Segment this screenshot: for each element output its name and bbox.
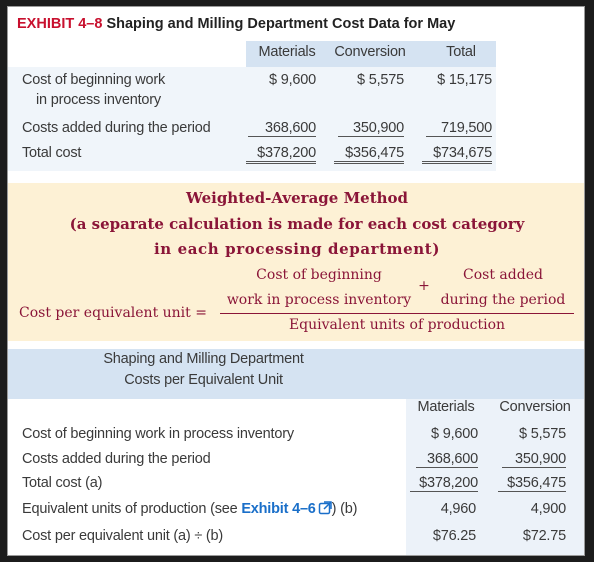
cost-data-header-band xyxy=(246,41,496,67)
numerator-left-line2: work in process inventory xyxy=(226,292,412,308)
per-unit-title-band xyxy=(8,349,584,399)
per-unit-title-line2: Costs per Equivalent Unit xyxy=(124,372,283,388)
col-header-materials: Materials xyxy=(258,44,316,60)
exhibit-number: EXHIBIT 4–8 xyxy=(17,16,103,32)
row-label-total-cost: Total cost xyxy=(22,145,82,161)
numerator-right-line2: during the period xyxy=(440,292,566,308)
cell-beginning-conversion: $ 5,575 xyxy=(357,72,404,88)
formula-panel xyxy=(8,183,584,341)
per-unit-cost-conversion: $72.75 xyxy=(522,528,566,544)
cell-beginning-total: $ 15,175 xyxy=(437,72,492,88)
method-subtitle-line1: (a separate calculation is made for each… xyxy=(69,215,525,233)
per-unit-header-conversion: Conversion xyxy=(499,399,571,415)
exhibit-frame: EXHIBIT 4–8 Shaping and Milling Departme… xyxy=(7,6,585,556)
equivalent-units-label-suffix: ) (b) xyxy=(331,501,358,517)
per-unit-label-equivalent-units: Equivalent units of production (see Exhi… xyxy=(22,501,357,519)
per-unit-label-added: Costs added during the period xyxy=(22,451,211,467)
col-header-conversion: Conversion xyxy=(334,44,406,60)
cell-total-materials: $378,200 xyxy=(246,145,316,164)
row-label-beginning-line1: Cost of beginning work xyxy=(22,72,166,88)
row-label-added: Costs added during the period xyxy=(22,120,211,136)
exhibit-4-6-link[interactable]: Exhibit 4–6 xyxy=(241,501,316,517)
row-label-beginning-line2: in process inventory xyxy=(36,92,161,108)
exhibit-title: EXHIBIT 4–8 Shaping and Milling Departme… xyxy=(17,16,455,32)
per-unit-label-total-cost: Total cost (a) xyxy=(22,475,103,491)
per-unit-added-conversion: 350,900 xyxy=(502,451,566,468)
numerator-right-line1: Cost added xyxy=(463,267,543,283)
per-unit-columns-band xyxy=(406,399,584,555)
per-unit-label-cost-per-unit: Cost per equivalent unit (a) ÷ (b) xyxy=(22,528,224,544)
per-unit-total-conversion: $356,475 xyxy=(498,475,566,492)
per-unit-equivalent-conversion: 4,900 xyxy=(530,501,566,517)
cell-added-conversion: 350,900 xyxy=(338,120,404,137)
fraction-bar xyxy=(220,313,574,314)
per-unit-equivalent-materials: 4,960 xyxy=(440,501,476,517)
cost-data-body-band xyxy=(8,67,496,171)
per-unit-title-line1: Shaping and Milling Department xyxy=(103,351,304,367)
numerator-left-line1: Cost of beginning xyxy=(256,267,382,283)
per-unit-total-materials: $378,200 xyxy=(410,475,478,492)
cell-total-total: $734,675 xyxy=(422,145,492,164)
equivalent-units-label-text: Equivalent units of production (see xyxy=(22,501,242,517)
cell-total-conversion: $356,475 xyxy=(334,145,404,164)
cell-beginning-materials: $ 9,600 xyxy=(269,72,316,88)
per-unit-beginning-materials: $ 9,600 xyxy=(431,426,478,442)
formula-plus-sign: + xyxy=(418,278,430,294)
per-unit-added-materials: 368,600 xyxy=(416,451,478,468)
per-unit-label-beginning: Cost of beginning work in process invent… xyxy=(22,426,294,442)
cell-added-materials: 368,600 xyxy=(248,120,316,137)
denominator: Equivalent units of production xyxy=(288,317,506,333)
per-unit-header-materials: Materials xyxy=(417,399,475,415)
method-subtitle-line2: in each processing department) xyxy=(153,240,441,258)
method-title: Weighted-Average Method xyxy=(185,189,409,207)
per-unit-beginning-conversion: $ 5,575 xyxy=(519,426,566,442)
exhibit-title-text: Shaping and Milling Department Cost Data… xyxy=(102,16,456,32)
cell-added-total: 719,500 xyxy=(426,120,492,137)
formula-lhs: Cost per equivalent unit = xyxy=(19,305,207,321)
col-header-total: Total xyxy=(446,44,476,60)
per-unit-cost-materials: $76.25 xyxy=(432,528,476,544)
external-link-icon[interactable] xyxy=(318,501,332,519)
